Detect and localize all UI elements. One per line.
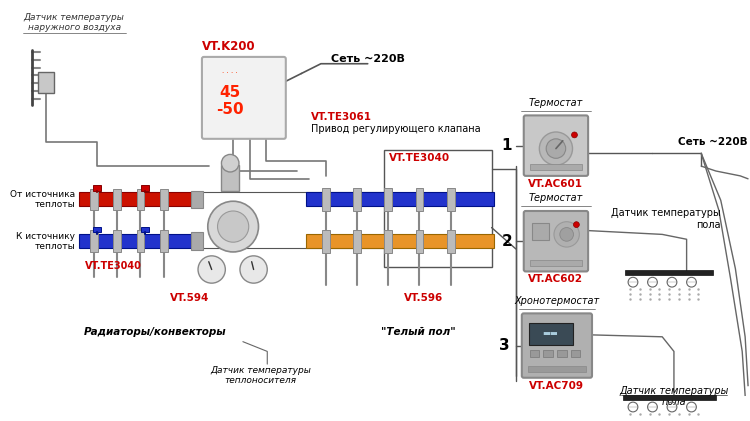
Bar (626, 270, 713, 275)
FancyBboxPatch shape (524, 211, 588, 272)
Bar (322, 229, 330, 253)
Text: "Телый пол": "Телый пол" (381, 327, 456, 337)
Text: ▬▬: ▬▬ (542, 329, 558, 338)
Circle shape (539, 132, 572, 165)
Bar (416, 188, 423, 211)
Text: VT.AC602: VT.AC602 (529, 274, 584, 284)
Bar (221, 165, 239, 191)
Text: VT.TE3061: VT.TE3061 (311, 112, 372, 123)
Text: Датчик температуры
теплоносителя: Датчик температуры теплоносителя (210, 366, 311, 386)
Bar (93, 226, 100, 232)
Circle shape (208, 201, 259, 252)
Bar (254, 64, 281, 130)
Bar (136, 230, 145, 252)
Bar (447, 229, 454, 253)
Text: Термостат: Термостат (529, 98, 583, 108)
Bar (113, 189, 121, 210)
Circle shape (546, 139, 566, 158)
FancyBboxPatch shape (524, 115, 588, 176)
Bar (447, 188, 454, 211)
Circle shape (240, 256, 267, 283)
Text: 3: 3 (500, 338, 510, 353)
Bar (530, 164, 582, 170)
Bar (543, 350, 553, 357)
Bar (571, 350, 580, 357)
Bar (384, 229, 392, 253)
Bar (191, 191, 203, 208)
Bar (623, 395, 716, 400)
Bar (160, 189, 168, 210)
Text: Датчик температуры
пола: Датчик температуры пола (620, 386, 728, 407)
Circle shape (572, 132, 578, 138)
Bar (353, 188, 361, 211)
Text: VT.594: VT.594 (170, 293, 209, 303)
Bar (90, 230, 98, 252)
Text: Датчик температуры
наружного воздуха: Датчик температуры наружного воздуха (24, 13, 124, 32)
Text: Радиаторы/конвекторы: Радиаторы/конвекторы (84, 327, 226, 337)
Bar (416, 229, 423, 253)
Bar (353, 229, 361, 253)
Text: Датчик температуры
пола: Датчик температуры пола (611, 208, 721, 230)
Text: VT.TE3040: VT.TE3040 (389, 153, 450, 163)
Bar (306, 192, 494, 206)
Text: 2: 2 (501, 234, 512, 249)
Bar (38, 72, 54, 93)
Circle shape (217, 211, 249, 242)
Text: · · · ·: · · · · (222, 69, 238, 75)
Text: К источнику
теплоты: К источнику теплоты (16, 232, 75, 251)
Text: -50: -50 (217, 102, 244, 117)
Circle shape (574, 222, 579, 228)
Bar (93, 185, 100, 191)
Bar (142, 226, 149, 232)
Text: VT.K200: VT.K200 (202, 40, 255, 53)
Text: 45: 45 (220, 85, 241, 99)
Bar (191, 232, 203, 250)
Circle shape (221, 155, 239, 172)
Text: От источника
теплоты: От источника теплоты (10, 189, 75, 209)
Bar (79, 192, 191, 206)
Bar (532, 223, 549, 240)
Bar (160, 230, 168, 252)
Text: Хронотермостат: Хронотермостат (514, 296, 599, 306)
Bar (136, 189, 145, 210)
Text: Сеть ~220В: Сеть ~220В (331, 54, 405, 64)
FancyBboxPatch shape (202, 57, 286, 139)
Text: VT.596: VT.596 (404, 293, 443, 303)
Text: VT.AC709: VT.AC709 (530, 381, 584, 391)
Bar (142, 185, 149, 191)
Bar (113, 230, 121, 252)
Text: VT.TE3040: VT.TE3040 (85, 261, 142, 271)
FancyBboxPatch shape (522, 313, 592, 378)
Bar (557, 350, 567, 357)
Bar (306, 234, 494, 248)
Bar (207, 64, 254, 130)
Circle shape (554, 222, 579, 247)
Text: VT.AC601: VT.AC601 (529, 179, 584, 189)
Bar (530, 260, 582, 266)
Bar (79, 234, 191, 248)
Text: Термостат: Термостат (529, 193, 583, 203)
Text: Привод регулирующего клапана: Привод регулирующего клапана (311, 124, 481, 134)
Bar (528, 366, 586, 372)
Circle shape (198, 256, 225, 283)
Text: 1: 1 (502, 138, 512, 153)
Circle shape (560, 228, 574, 241)
Bar (529, 323, 572, 345)
Bar (530, 350, 539, 357)
Bar (384, 188, 392, 211)
Bar (322, 188, 330, 211)
Bar (384, 149, 491, 266)
Text: Сеть ~220В: Сеть ~220В (679, 137, 748, 147)
Bar (90, 189, 98, 210)
